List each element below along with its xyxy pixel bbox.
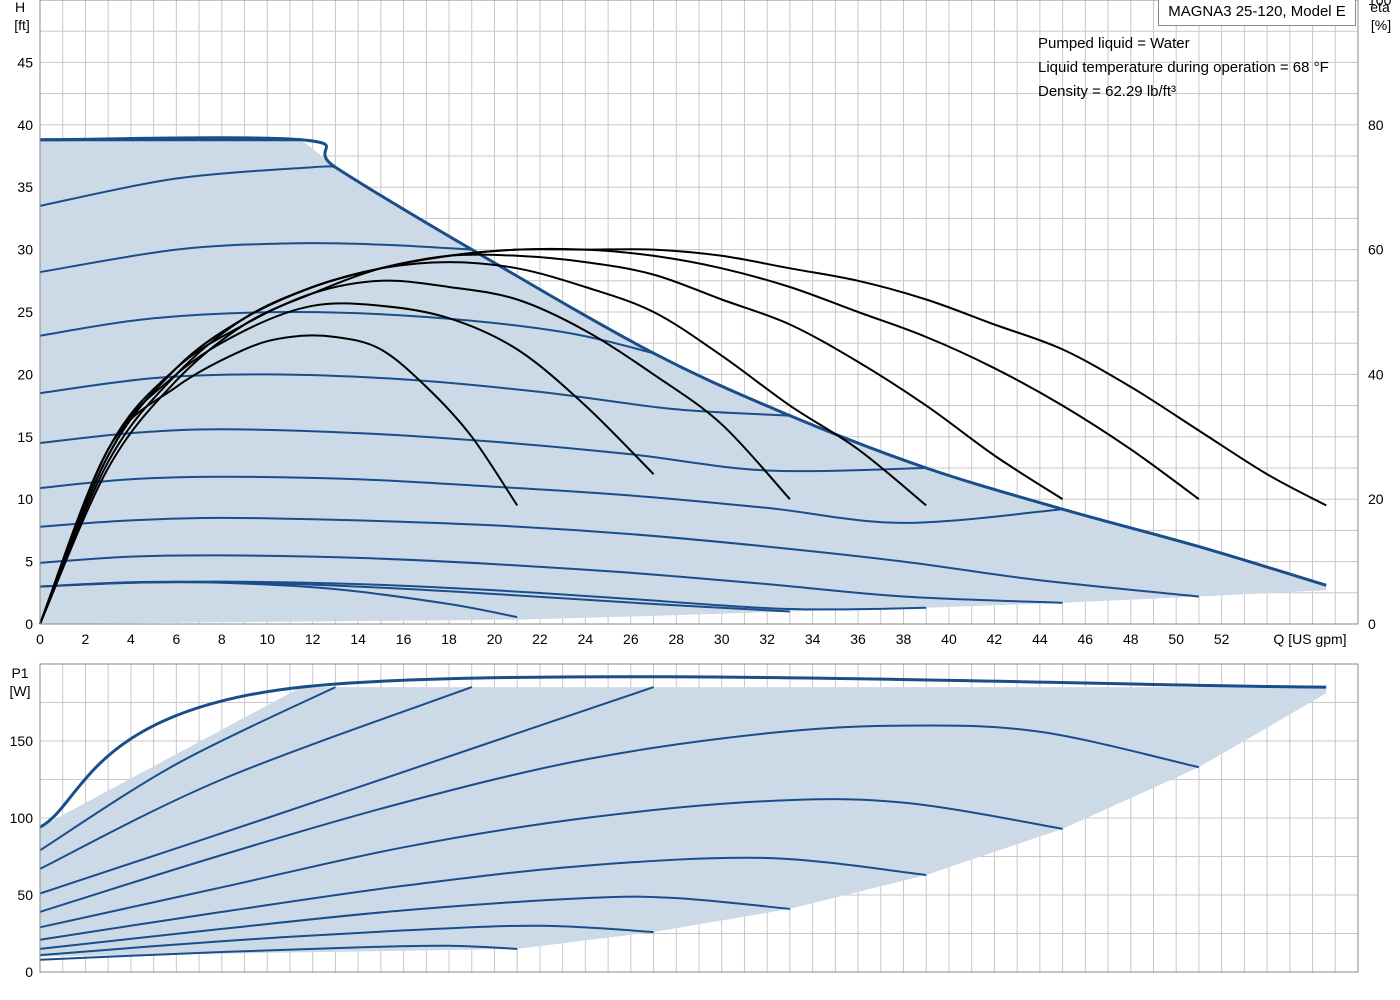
power-curve: [39, 675, 1327, 829]
power-tick-label: 150: [10, 733, 34, 749]
power-tick-label: 100: [10, 810, 34, 826]
head-plot-frame: [39, 0, 1359, 625]
flow-tick-label: 28: [668, 631, 684, 647]
efficiency-curves: [39, 247, 1327, 625]
power-curve: [39, 944, 518, 961]
flow-tick-label: 32: [759, 631, 775, 647]
power-axis-label: P1: [11, 665, 28, 681]
power-tick-label: 50: [17, 887, 33, 903]
flow-tick-label: 34: [805, 631, 821, 647]
power-curve: [39, 686, 654, 895]
flow-tick-label: 42: [987, 631, 1003, 647]
eta-tick-label: 20: [1368, 491, 1384, 507]
power-curve: [39, 724, 1200, 913]
flow-tick-label: 40: [941, 631, 957, 647]
flow-tick-label: 22: [532, 631, 548, 647]
flow-tick-label: 20: [487, 631, 503, 647]
power-curve: [39, 856, 927, 941]
head-max-curve: [39, 136, 1327, 587]
flow-tick-label: 38: [896, 631, 912, 647]
flow-tick-label: 50: [1168, 631, 1184, 647]
flow-tick-label: 26: [623, 631, 639, 647]
flow-tick-label: 36: [850, 631, 866, 647]
flow-tick-label: 44: [1032, 631, 1048, 647]
head-axis-unit: [ft]: [14, 17, 30, 33]
power-plot-frame: [39, 663, 1359, 973]
head-tick-label: 35: [17, 179, 33, 195]
power-curve: [39, 924, 654, 957]
head-tick-label: 10: [17, 491, 33, 507]
power-curve: [39, 895, 790, 950]
eta-tick-label: 40: [1368, 366, 1384, 382]
flow-tick-label: 14: [350, 631, 366, 647]
flow-tick-label: 16: [396, 631, 412, 647]
head-curve: [39, 581, 518, 619]
head-tick-label: 0: [25, 616, 33, 632]
efficiency-curve: [39, 279, 791, 625]
head-envelope-area: [40, 139, 1327, 625]
eta-tick-label: 100: [1368, 0, 1392, 8]
flow-tick-label: 24: [578, 631, 594, 647]
flow-tick-label: 10: [259, 631, 275, 647]
flow-tick-label: 18: [441, 631, 457, 647]
head-operating-area: [40, 139, 1327, 625]
power-envelope-area: [40, 687, 1327, 957]
head-curve: [39, 165, 336, 207]
head-axis-label: H: [15, 0, 25, 15]
flow-axis-label: Q [US gpm]: [1273, 631, 1346, 647]
flow-tick-label: 2: [82, 631, 90, 647]
eta-tick-label: 80: [1368, 117, 1384, 133]
power-curve: [39, 686, 336, 852]
head-tick-label: 20: [17, 366, 33, 382]
power-tick-labels: 0 50 100 150: [10, 733, 34, 980]
eta-axis-label: eta: [1370, 0, 1390, 15]
head-tick-label: 25: [17, 304, 33, 320]
eta-axis-unit: [%]: [1371, 17, 1391, 33]
head-tick-label: 45: [17, 54, 33, 70]
head-curve: [39, 242, 472, 274]
eta-tick-label: 0: [1368, 616, 1376, 632]
flow-tick-label: 52: [1214, 631, 1230, 647]
eta-tick-label: 60: [1368, 242, 1384, 258]
power-tick-label: 0: [25, 964, 33, 980]
head-curve: [39, 310, 654, 355]
flow-tick-label: 4: [127, 631, 135, 647]
flow-tick-label: 8: [218, 631, 226, 647]
flow-tick-label: 48: [1123, 631, 1139, 647]
head-curve: [39, 475, 1063, 524]
power-curve: [39, 798, 1063, 929]
info-liquid-temperature: Liquid temperature during operation = 68…: [1038, 59, 1329, 76]
flow-tick-label: 6: [172, 631, 180, 647]
head-curve: [39, 516, 1200, 598]
flow-tick-label: 46: [1078, 631, 1094, 647]
head-curves: [39, 136, 1327, 619]
info-density: Density = 62.29 lb/ft³: [1038, 83, 1176, 100]
head-curve: [39, 554, 1063, 604]
head-tick-label: 40: [17, 117, 33, 133]
power-operating-area: [40, 687, 1327, 957]
model-label-box: MAGNA3 25-120, Model E: [1158, 0, 1356, 26]
head-curve: [39, 373, 790, 417]
flow-tick-label: 30: [714, 631, 730, 647]
flow-tick-label: 0: [36, 631, 44, 647]
power-curve: [39, 686, 473, 870]
head-tick-label: 5: [25, 554, 33, 570]
info-pumped-liquid: Pumped liquid = Water: [1038, 35, 1190, 52]
power-curves: [39, 675, 1327, 961]
efficiency-curve: [39, 253, 1064, 625]
head-curve: [39, 428, 927, 473]
power-axis-unit: [W]: [10, 683, 31, 699]
efficiency-curve: [39, 248, 1327, 625]
head-tick-label: 15: [17, 429, 33, 445]
flow-tick-label: 12: [305, 631, 321, 647]
head-tick-label: 30: [17, 242, 33, 258]
